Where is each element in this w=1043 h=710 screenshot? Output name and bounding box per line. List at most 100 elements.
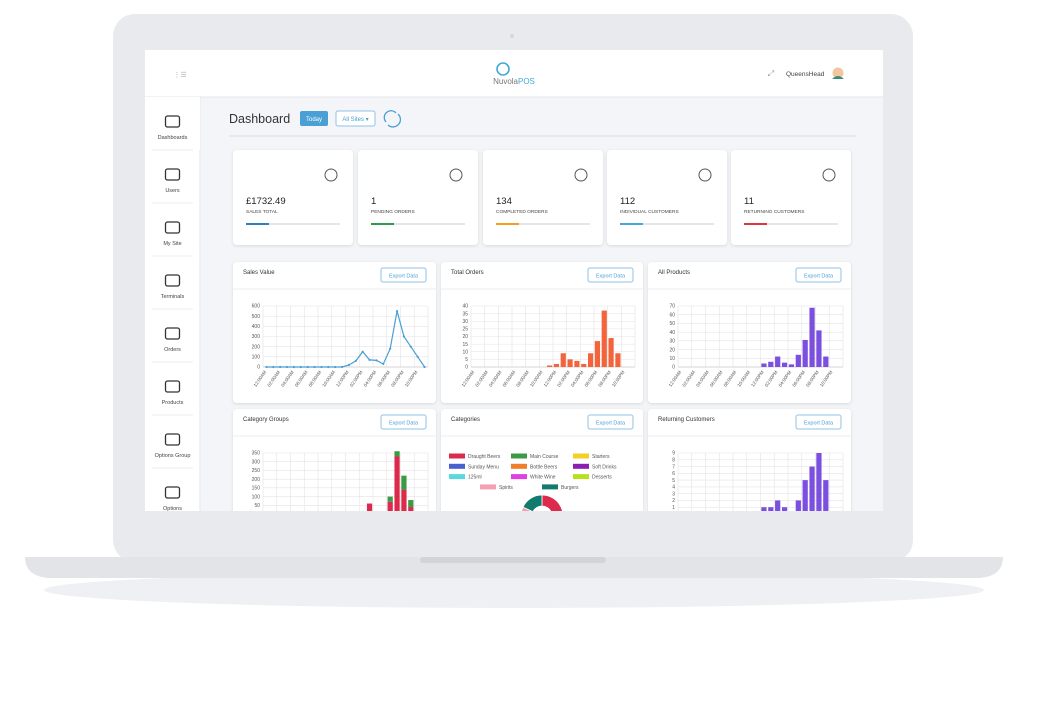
point bbox=[334, 365, 337, 369]
export-button[interactable] bbox=[587, 414, 634, 430]
export-button[interactable] bbox=[380, 267, 427, 283]
legend-swatch bbox=[449, 463, 465, 469]
sidebar-item[interactable]: Options bbox=[152, 486, 193, 521]
export-button[interactable] bbox=[795, 267, 842, 283]
camera bbox=[510, 34, 514, 38]
bar bbox=[823, 356, 829, 367]
bar bbox=[553, 363, 560, 367]
point bbox=[389, 347, 392, 350]
y-tick-label: 30 bbox=[669, 339, 675, 345]
kpi-value: £1732.49 bbox=[246, 196, 286, 207]
today-button[interactable] bbox=[300, 111, 328, 126]
sidebar-item[interactable]: Users bbox=[152, 168, 193, 204]
kpi-label: COMPLETED ORDERS bbox=[496, 209, 548, 215]
panel bbox=[233, 409, 436, 511]
bar bbox=[775, 356, 781, 367]
bar-segment bbox=[387, 496, 393, 502]
export-label[interactable]: Export Data bbox=[389, 421, 419, 427]
y-tick-label: 20 bbox=[462, 334, 468, 340]
y-tick-label: 40 bbox=[669, 330, 675, 336]
point bbox=[320, 365, 323, 369]
menu-toggle[interactable]: ⋮☰ bbox=[173, 72, 186, 79]
kpi-bar bbox=[246, 223, 269, 225]
export-button[interactable] bbox=[587, 267, 634, 283]
kpi-value: 134 bbox=[496, 196, 512, 207]
fullscreen-icon[interactable]: ⤢ bbox=[767, 69, 774, 78]
sidebar-item[interactable]: Options Group bbox=[152, 433, 193, 469]
sidebar-item[interactable]: My Site bbox=[152, 221, 193, 257]
kpi-icon bbox=[822, 168, 836, 182]
avatar[interactable] bbox=[832, 67, 844, 79]
bar bbox=[581, 363, 587, 367]
point bbox=[313, 365, 316, 369]
icon bbox=[164, 221, 181, 234]
legend-label: 125ml bbox=[468, 475, 482, 481]
point bbox=[347, 363, 351, 367]
chart-panel: Category Groups Export Data 50 100 150 200 250… bbox=[233, 409, 436, 511]
y-tick-label: 15 bbox=[462, 342, 468, 348]
export-label[interactable]: Export Data bbox=[804, 274, 834, 280]
topbar bbox=[145, 50, 883, 97]
y-tick-label: 35 bbox=[462, 311, 468, 317]
legend-label: Desserts bbox=[592, 475, 612, 481]
sidebar-item[interactable]: Products bbox=[152, 380, 193, 416]
icon bbox=[164, 380, 181, 393]
point bbox=[279, 365, 282, 369]
sidebar-item[interactable]: Dashboards bbox=[145, 97, 200, 151]
logo-ring bbox=[496, 62, 510, 76]
export-label[interactable]: Export Data bbox=[596, 274, 626, 280]
bar bbox=[546, 365, 553, 367]
export-button[interactable] bbox=[795, 414, 842, 430]
export-button[interactable] bbox=[380, 414, 427, 430]
legend-label: Bottle Beers bbox=[530, 464, 558, 470]
chart-title: Sales Value bbox=[243, 270, 275, 276]
export-label[interactable]: Export Data bbox=[804, 421, 834, 427]
kpi-card bbox=[358, 150, 478, 245]
point bbox=[382, 362, 385, 366]
point bbox=[368, 358, 371, 361]
bar bbox=[608, 338, 614, 367]
point bbox=[306, 365, 309, 369]
user-name[interactable]: QueensHead bbox=[786, 71, 825, 78]
panel bbox=[233, 262, 436, 403]
kpi-icon bbox=[574, 168, 588, 182]
legend-swatch bbox=[511, 474, 527, 480]
y-tick-label: 60 bbox=[669, 312, 675, 318]
bar-segment bbox=[366, 503, 373, 511]
legend-swatch bbox=[511, 453, 527, 459]
today-label[interactable]: Today bbox=[306, 117, 322, 123]
y-tick-label: 2 bbox=[672, 498, 675, 504]
legend-swatch bbox=[511, 463, 527, 469]
export-label[interactable]: Export Data bbox=[389, 274, 419, 280]
legend-swatch bbox=[573, 463, 589, 469]
kpi-track bbox=[371, 223, 465, 225]
bar bbox=[768, 507, 774, 511]
bar-segment bbox=[408, 500, 414, 508]
legend-label: Starters bbox=[592, 454, 610, 460]
kpi-label: INDIVIDUAL CUSTOMERS bbox=[620, 209, 679, 215]
sidebar-label: Orders bbox=[164, 347, 181, 353]
y-tick-label: 200 bbox=[252, 344, 261, 350]
sidebar-item[interactable]: Orders bbox=[152, 327, 193, 363]
y-tick-label: 50 bbox=[254, 503, 260, 509]
y-tick-label: 0 bbox=[257, 365, 260, 371]
export-label[interactable]: Export Data bbox=[596, 421, 626, 427]
chart-panel: Categories Export Data Draught Beers Main C… bbox=[441, 409, 643, 511]
sites-label[interactable]: All Sites ▾ bbox=[342, 117, 368, 123]
bar bbox=[823, 480, 829, 511]
sidebar-item[interactable]: Terminals bbox=[152, 274, 193, 310]
icon bbox=[164, 274, 181, 287]
kpi-label: SALES TOTAL bbox=[246, 209, 278, 215]
bar bbox=[761, 363, 767, 367]
sites-button[interactable] bbox=[335, 110, 376, 127]
y-tick-label: 100 bbox=[252, 494, 261, 500]
kpi-card bbox=[731, 150, 851, 245]
refresh-icon[interactable] bbox=[383, 110, 402, 128]
y-tick-label: 5 bbox=[465, 357, 468, 363]
laptop-base bbox=[25, 557, 1003, 578]
y-tick-label: 25 bbox=[462, 327, 468, 333]
